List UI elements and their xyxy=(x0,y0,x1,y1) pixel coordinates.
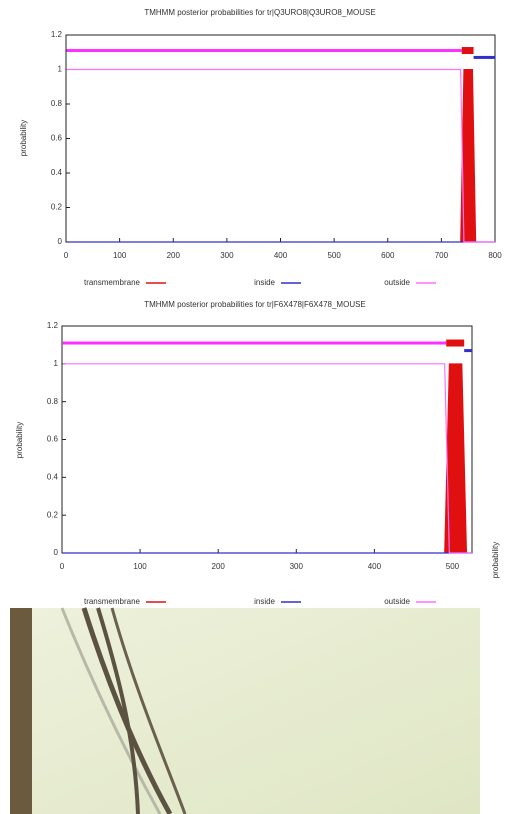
side-label: probability xyxy=(491,542,500,578)
legend-label: outside xyxy=(384,278,410,287)
legend-label: transmembrane xyxy=(84,597,141,606)
x-tick-label: 100 xyxy=(133,562,147,571)
x-tick-label: 300 xyxy=(290,562,304,571)
y-axis-label: probability xyxy=(15,422,24,458)
y-tick-label: 1 xyxy=(58,65,63,74)
topology-segment xyxy=(464,349,472,352)
x-tick-label: 700 xyxy=(435,251,449,260)
plot-area xyxy=(66,35,495,242)
y-tick-label: 0.2 xyxy=(51,203,63,212)
topology-segment xyxy=(474,56,495,59)
x-tick-label: 100 xyxy=(113,251,127,260)
x-tick-label: 400 xyxy=(368,562,382,571)
y-tick-label: 0 xyxy=(58,237,63,246)
x-tick-label: 400 xyxy=(274,251,288,260)
x-tick-label: 0 xyxy=(64,251,69,260)
slide-decoration xyxy=(10,608,480,814)
x-tick-label: 800 xyxy=(488,251,502,260)
y-tick-label: 0 xyxy=(54,548,59,557)
y-axis-label: probability xyxy=(19,120,28,156)
y-tick-label: 1.2 xyxy=(47,321,59,330)
y-tick-label: 1.2 xyxy=(51,30,63,39)
y-tick-label: 0.6 xyxy=(47,435,59,444)
y-tick-label: 0.4 xyxy=(51,168,63,177)
topology-segment xyxy=(462,47,474,54)
x-tick-label: 300 xyxy=(220,251,234,260)
x-tick-label: 500 xyxy=(446,562,460,571)
y-tick-label: 0.2 xyxy=(47,510,59,519)
x-tick-label: 500 xyxy=(327,251,341,260)
legend-label: outside xyxy=(384,597,410,606)
y-tick-label: 0.8 xyxy=(47,397,59,406)
x-tick-label: 0 xyxy=(60,562,65,571)
x-tick-label: 200 xyxy=(167,251,181,260)
y-tick-label: 1 xyxy=(54,359,59,368)
chart-title: TMHMM posterior probabilities for tr|F6X… xyxy=(144,300,366,309)
topology-segment xyxy=(446,340,464,347)
plot-area xyxy=(62,326,472,553)
legend-label: transmembrane xyxy=(84,278,141,287)
legend-label: inside xyxy=(254,597,275,606)
x-tick-label: 200 xyxy=(212,562,226,571)
y-tick-label: 0.4 xyxy=(47,472,59,481)
chart-title: TMHMM posterior probabilities for tr|Q3U… xyxy=(144,8,375,17)
x-tick-label: 600 xyxy=(381,251,395,260)
topology-segment xyxy=(67,49,462,52)
page: TMHMM posterior probabilities for tr|Q3U… xyxy=(0,0,505,814)
y-tick-label: 0.8 xyxy=(51,99,63,108)
legend-label: inside xyxy=(254,278,275,287)
y-tick-label: 0.6 xyxy=(51,134,63,143)
topology-segment xyxy=(63,342,446,345)
